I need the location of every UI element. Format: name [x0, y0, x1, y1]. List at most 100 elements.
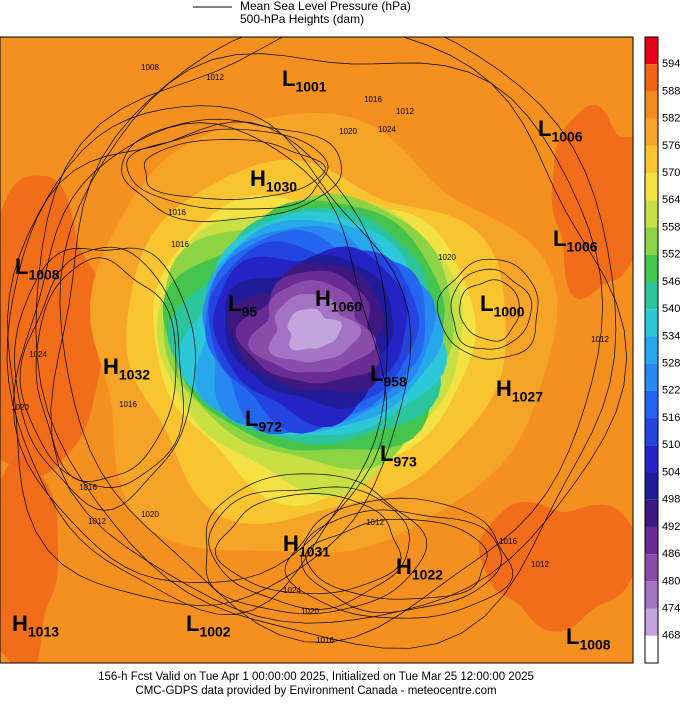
colorbar-cell: [645, 363, 658, 391]
isobar-label: 1024: [283, 586, 301, 595]
colorbar-label: 474: [662, 602, 680, 614]
colorbar-label: 594: [662, 58, 680, 70]
isobar-label: 1020: [339, 127, 357, 136]
isobar-label: 1012: [396, 107, 414, 116]
map-area: 1008 1012 1016 1020 1024 1016 1016 1024 1020 1016…: [0, 37, 633, 663]
pressure-value: 1006: [566, 239, 597, 255]
colorbar-cell: [645, 37, 658, 65]
colorbar-cell: [645, 281, 658, 310]
pressure-value: 972: [258, 419, 282, 435]
isobar-label: 1020: [301, 607, 319, 616]
pressure-letter: H: [103, 354, 119, 379]
colorbar-label: 570: [662, 167, 680, 179]
colorbar-cell: [645, 254, 658, 282]
colorbar-cell: [645, 499, 658, 527]
colorbar-cell: [645, 554, 658, 582]
isobar: [59, 53, 603, 643]
pressure-letter: L: [380, 441, 393, 466]
colorbar-cell: [645, 581, 658, 609]
pressure-letter: L: [228, 291, 241, 316]
pressure-value: 1008: [28, 267, 59, 283]
pressure-value: 1002: [199, 624, 230, 640]
pressure-value: 973: [393, 454, 417, 470]
height-patch: [0, 455, 59, 663]
colorbar-label: 492: [662, 521, 680, 533]
colorbar-cell: [645, 173, 658, 201]
colorbar-cell: [645, 64, 658, 92]
pressure-value: 1006: [551, 129, 582, 145]
pressure-value: 1022: [412, 567, 443, 583]
colorbar-label: 558: [662, 221, 680, 233]
isobar-label: 1016: [316, 636, 334, 645]
isobar-label: 1020: [438, 253, 456, 262]
pressure-letter: H: [250, 166, 266, 191]
colorbar-label: 504: [662, 466, 680, 478]
isobar: [35, 37, 617, 649]
isobar-label: 1012: [531, 560, 549, 569]
colorbar-label: 576: [662, 140, 680, 152]
pressure-letter: H: [396, 554, 412, 579]
isobar: [19, 246, 184, 488]
pressure-letter: L: [370, 361, 383, 386]
colorbar-label: 510: [662, 439, 680, 451]
isobar-label: 1016: [499, 537, 517, 546]
pressure-value: 1031: [299, 544, 330, 560]
pressure-letter: L: [566, 624, 579, 649]
height-patch: [0, 175, 107, 476]
isobar: [121, 118, 342, 222]
pressure-value: 1060: [331, 299, 362, 315]
isobar-label: 1008: [141, 63, 159, 72]
colorbar-label: 552: [662, 249, 680, 261]
isobar-label: 1012: [366, 518, 384, 527]
colorbar-label: 480: [662, 575, 680, 587]
isobar: [214, 493, 402, 595]
colorbar-label: 516: [662, 412, 680, 424]
colorbar-frame: [644, 36, 659, 664]
pressure-letter: H: [283, 531, 299, 556]
pressure-letter: H: [12, 611, 28, 636]
colorbar-cell: [645, 390, 658, 419]
colorbar-label: 486: [662, 548, 680, 560]
colorbar-cell: [645, 608, 658, 636]
colorbar-cell: [645, 91, 658, 119]
legend-text: 500-hPa Heights (dam): [240, 12, 364, 26]
isobar: [436, 258, 539, 360]
height-patch: [478, 501, 633, 632]
isobar: [14, 247, 196, 511]
colorbar-label: 498: [662, 494, 680, 506]
map-frame: [0, 36, 634, 664]
colorbar-label: 468: [662, 630, 680, 642]
colorbar-cell: [645, 635, 658, 663]
pressure-letter: L: [480, 291, 493, 316]
pressure-value: 1008: [579, 637, 610, 653]
pressure-value: 1000: [493, 304, 524, 320]
colorbar-cell: [645, 200, 658, 228]
isobar: [305, 518, 488, 600]
isobar-label: 1012: [591, 335, 609, 344]
colorbar-cell: [645, 526, 658, 555]
colorbar-label: 534: [662, 330, 680, 342]
colorbar-label: 582: [662, 113, 680, 125]
isobar-label: 1016: [119, 400, 137, 409]
colorbar-label: 564: [662, 194, 680, 206]
isobar-label: 1016: [168, 208, 186, 217]
colorbar-cell: [645, 418, 658, 446]
footer-text: CMC-GDPS data provided by Environment Ca…: [135, 685, 496, 697]
colorbar-label: 528: [662, 358, 680, 370]
colorbar-cell: [645, 118, 658, 146]
colorbar-cell: [645, 309, 658, 337]
colorbar-cell: [645, 445, 658, 473]
pressure-letter: H: [496, 376, 512, 401]
isobar-label: 1020: [141, 510, 159, 519]
height-patch: [551, 104, 633, 300]
isobar-label: 1024: [378, 125, 396, 134]
isobar-label: 1024: [29, 350, 47, 359]
colorbar-label: 540: [662, 303, 680, 315]
pressure-value: 1001: [295, 79, 326, 95]
colorbar-label: 522: [662, 385, 680, 397]
legend-text: Mean Sea Level Pressure (hPa): [240, 0, 411, 13]
isobar: [450, 268, 532, 350]
isobar: [205, 473, 428, 615]
colorbar: 594 588 582 576 570 564 558 552 546 540 534 528 522 5…: [644, 36, 680, 664]
